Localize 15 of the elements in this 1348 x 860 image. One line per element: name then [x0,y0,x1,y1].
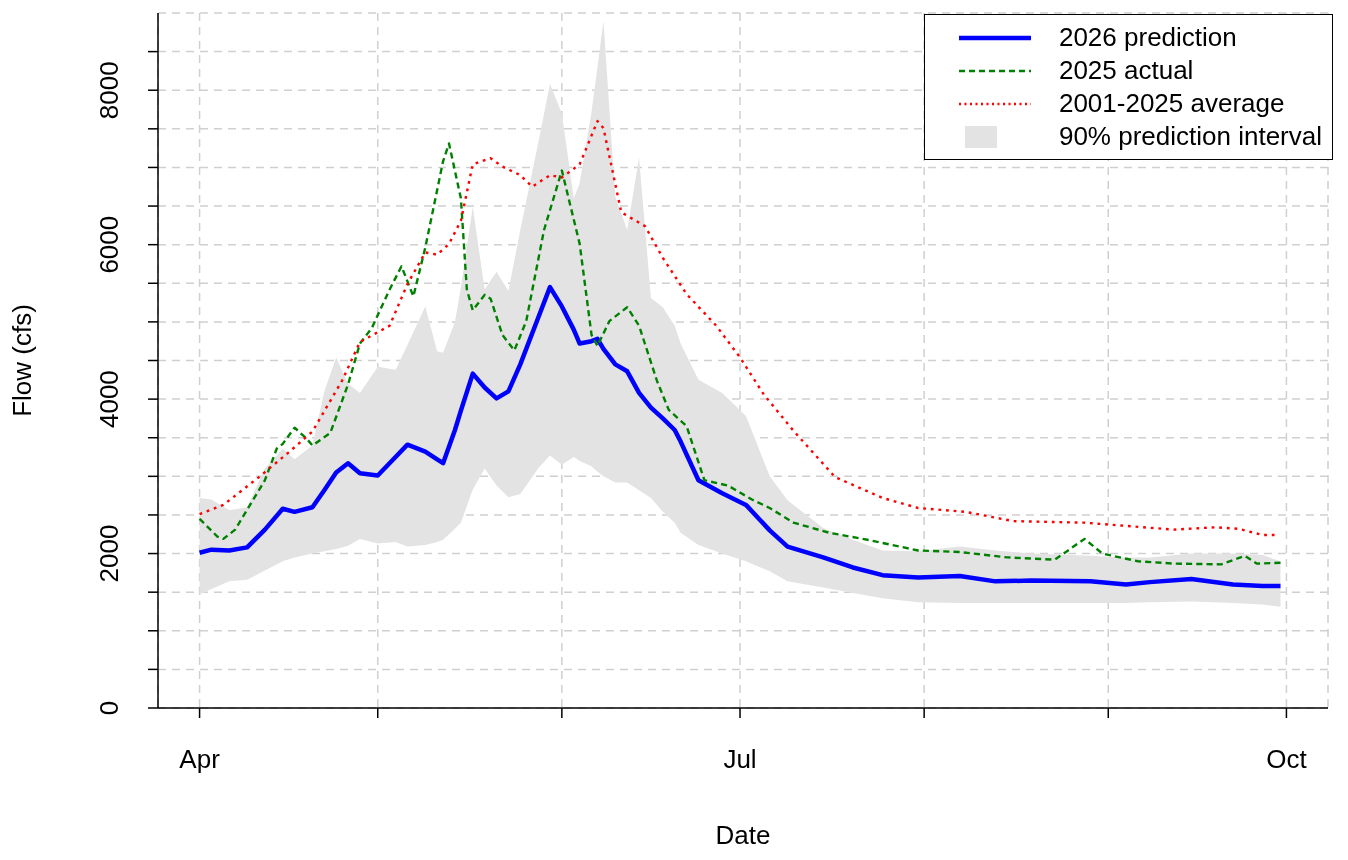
y-tick-label: 8000 [94,61,124,120]
y-tick-label: 2000 [94,524,124,583]
legend-label: 2001-2025 average [1058,88,1285,119]
annotation: 90% prediction interval [1058,121,1322,152]
legend-label: 2026 prediction [1058,22,1237,53]
x-tick-label: Apr [179,744,221,774]
x-axis-title: Date [715,820,771,850]
line-series [197,284,1283,589]
x-tick-label: Oct [1266,744,1308,774]
legend-label: 2025 actual [1058,55,1194,86]
y-tick-label: 6000 [94,215,124,274]
y-axis-title: Flow (cfs) [7,304,38,417]
y-tick-label: 0 [94,700,124,716]
y-tick-label: 4000 [94,370,124,429]
x-tick-label: Jul [723,744,757,774]
